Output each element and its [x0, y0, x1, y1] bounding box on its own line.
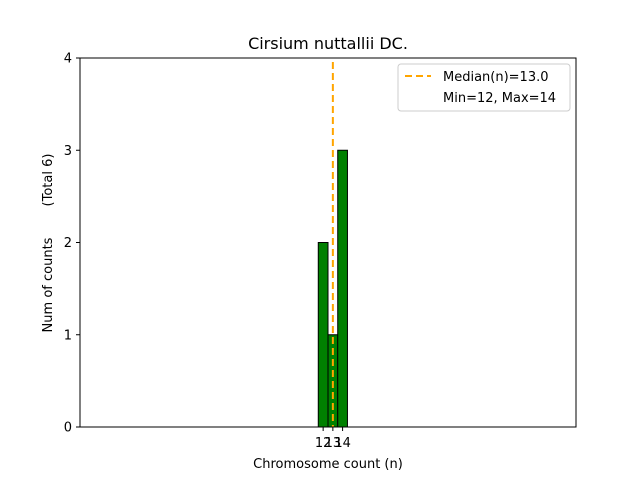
legend-box — [397, 63, 571, 112]
x-tick-label: 12 — [315, 436, 332, 451]
y-tick-label: 3 — [64, 144, 72, 159]
bars-group — [317, 149, 348, 428]
y-axis-total-label: (Total 6) — [41, 154, 56, 207]
y-axis-label: Num of counts — [41, 237, 56, 332]
legend-median-label: Median(n)=13.0 — [443, 70, 549, 85]
y-tick-label: 0 — [64, 421, 72, 436]
chart-title: Cirsium nuttallii DC. — [248, 34, 408, 53]
y-axis-ticks: 0 1 2 3 4 — [64, 52, 80, 436]
y-tick-label: 1 — [64, 328, 72, 343]
x-tick-label: 13 — [325, 436, 342, 451]
bar-n-12 — [317, 242, 329, 428]
y-tick-label: 4 — [64, 52, 72, 67]
x-axis-label: Chromosome count (n) — [253, 457, 403, 472]
x-tick-label: 14 — [334, 436, 351, 451]
legend-range-label: Min=12, Max=14 — [443, 91, 556, 106]
legend: Median(n)=13.0 Min=12, Max=14 — [397, 63, 571, 112]
bar-n-14 — [337, 149, 348, 428]
y-tick-label: 2 — [64, 236, 72, 251]
